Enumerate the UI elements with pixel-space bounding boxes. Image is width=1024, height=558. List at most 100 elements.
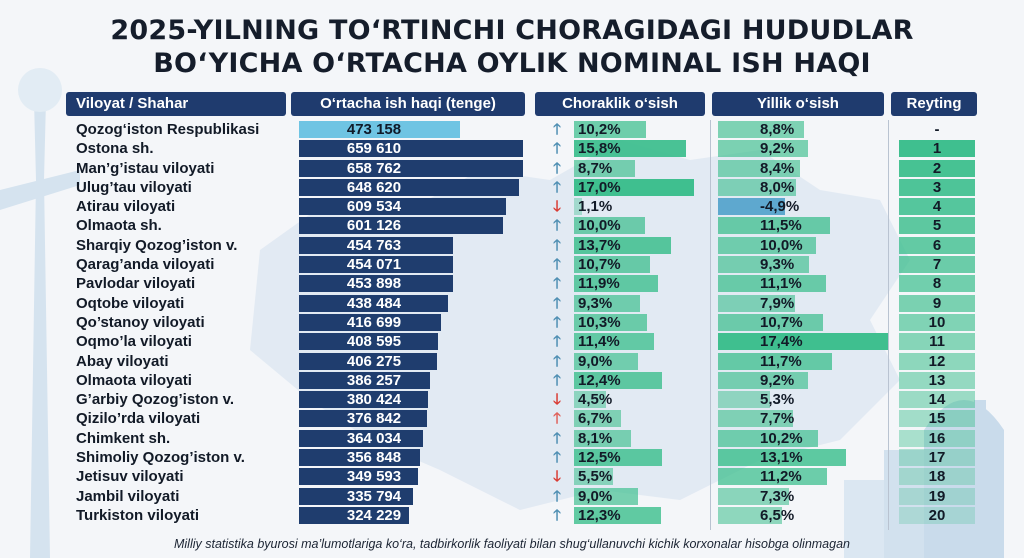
- quarterly-growth-bar: [574, 410, 622, 428]
- header-rank: Reyting: [891, 92, 977, 116]
- salary-bar: [299, 333, 438, 351]
- region-name: Sharqiy Qozog’iston v.: [76, 236, 238, 254]
- quarterly-growth-bar: [574, 429, 632, 447]
- arrow-up-icon: 🡑: [553, 256, 561, 274]
- rank-value: 18: [928, 468, 946, 486]
- quarterly-growth-value: 11,4%: [578, 333, 620, 351]
- rank-bar: [899, 506, 975, 524]
- table-row: Shimoliy Qozog’iston v. 356 848 🡑 12,5% 13,1…: [0, 448, 1024, 467]
- yearly-growth-value: 8,0%: [760, 178, 795, 196]
- table-row: Qizilo’rda viloyati 376 842 🡑 6,7% 7,7% 15: [0, 409, 1024, 428]
- salary-bar: [299, 371, 431, 389]
- table-row: Pavlodar viloyati 453 898 🡑 11,9% 11,1% 8: [0, 274, 1024, 293]
- table-row: Qozog‘iston Respublikasi 473 158 🡑 10,2% 8,8…: [0, 120, 1024, 139]
- quarterly-growth-bar: [574, 159, 636, 177]
- yearly-growth-bar: [718, 506, 782, 524]
- rank-bar: [899, 391, 975, 409]
- rank-bar: [899, 294, 975, 312]
- quarterly-growth-bar: [574, 487, 638, 505]
- salary-value: 376 842: [346, 410, 402, 428]
- yearly-growth-value: 8,8%: [760, 121, 795, 138]
- arrow-up-icon: 🡑: [553, 333, 561, 351]
- yearly-growth-value: 11,2%: [760, 468, 802, 486]
- yearly-growth-value: 10,2%: [760, 429, 803, 447]
- yearly-growth-value: 7,3%: [760, 487, 795, 505]
- quarterly-growth-bar: [574, 449, 663, 467]
- quarterly-growth-value: 11,9%: [578, 275, 620, 293]
- region-name: Jetisuv viloyati: [76, 468, 184, 486]
- yearly-growth-bar: [718, 487, 790, 505]
- yearly-growth-bar: [718, 256, 809, 274]
- column-divider: [888, 120, 889, 530]
- quarterly-growth-value: 13,7%: [578, 236, 621, 254]
- rank-value: 20: [928, 506, 946, 524]
- quarterly-growth-bar: [574, 391, 606, 409]
- quarterly-growth-value: 12,3%: [578, 506, 621, 524]
- quarterly-growth-bar: [574, 178, 694, 196]
- region-name: Chimkent sh.: [76, 429, 171, 447]
- rank-bar: [899, 178, 975, 196]
- rank-bar: [899, 236, 975, 254]
- rank-value: 13: [928, 371, 946, 389]
- salary-bar: [299, 429, 423, 447]
- header-yearly: Yillik o‘sish: [712, 92, 884, 116]
- rank-value: 6: [932, 236, 942, 254]
- table-row: Atirau viloyati 609 534 🡓 1,1% -4,9% 4: [0, 197, 1024, 216]
- region-name: Ostona sh.: [76, 140, 154, 158]
- salary-bar: [299, 410, 427, 428]
- rank-value: 16: [928, 429, 946, 447]
- yearly-growth-bar: [718, 352, 833, 370]
- arrow-down-icon: 🡓: [553, 198, 561, 216]
- table-row: Jambil viloyati 335 794 🡑 9,0% 7,3% 19: [0, 487, 1024, 506]
- salary-bar: [299, 178, 520, 196]
- salary-bar: [299, 121, 460, 138]
- footnote: Milliy statistika byurosi ma’lumotlariga…: [173, 537, 850, 551]
- rank-value: 19: [928, 487, 946, 505]
- table-row: Qarag’anda viloyati 454 071 🡑 10,7% 9,3% 7: [0, 255, 1024, 274]
- region-name: Atirau viloyati: [76, 198, 176, 216]
- quarterly-growth-bar: [574, 198, 582, 216]
- salary-bar: [299, 313, 441, 331]
- arrow-up-icon: 🡑: [553, 313, 561, 331]
- region-name: Man’g’istau viloyati: [76, 159, 215, 177]
- table-row: G’arbiy Qozog’iston v. 380 424 🡓 4,5% 5,3% 14: [0, 390, 1024, 409]
- yearly-growth-value: 17,4%: [760, 333, 803, 351]
- quarterly-growth-bar: [574, 313, 647, 331]
- region-name: Olmaota sh.: [76, 217, 162, 235]
- yearly-growth-value: 9,3%: [760, 256, 795, 274]
- rank-value: -: [934, 121, 940, 138]
- region-name: Qozog‘iston Respublikasi: [76, 121, 260, 138]
- salary-bar: [299, 256, 454, 274]
- quarterly-growth-bar: [574, 275, 658, 293]
- rank-value: 3: [932, 178, 942, 196]
- table-row: Jetisuv viloyati 349 593 🡓 5,5% 11,2% 18: [0, 467, 1024, 486]
- quarterly-growth-bar: [574, 371, 662, 389]
- title-line-2: BO‘YICHA O‘RTACHA OYLIK NOMINAL ISH HAQI: [153, 48, 871, 79]
- region-name: Ulug’tau viloyati: [76, 178, 192, 196]
- yearly-growth-bar: [718, 410, 794, 428]
- rank-bar: [899, 352, 975, 370]
- table-row: Sharqiy Qozog’iston v. 454 763 🡑 13,7% 10,0%…: [0, 236, 1024, 255]
- header-quarterly-label: Choraklik o‘sish: [562, 95, 678, 112]
- yearly-growth-bar: [718, 178, 797, 196]
- quarterly-growth-value: 8,1%: [578, 429, 613, 447]
- table-row: Qo’stanoy viloyati 416 699 🡑 10,3% 10,7% 10: [0, 313, 1024, 332]
- quarterly-growth-value: 17,0%: [578, 178, 621, 196]
- yearly-growth-value: 6,5%: [760, 506, 795, 524]
- header-rank-label: Reyting: [906, 95, 962, 112]
- quarterly-growth-value: 5,5%: [578, 468, 613, 486]
- rank-bar: [899, 159, 975, 177]
- quarterly-growth-value: 10,3%: [578, 313, 621, 331]
- salary-value: 324 229: [346, 506, 402, 524]
- quarterly-growth-value: 8,7%: [578, 159, 613, 177]
- yearly-growth-value: 11,5%: [760, 217, 802, 235]
- region-name: Qarag’anda viloyati: [76, 256, 215, 274]
- rank-value: 2: [932, 159, 942, 177]
- yearly-growth-bar: [718, 121, 804, 138]
- yearly-growth-bar: [718, 468, 828, 486]
- quarterly-growth-value: 15,8%: [578, 140, 621, 158]
- region-name: Oqmo’la viloyati: [76, 333, 192, 351]
- salary-bar: [299, 159, 523, 177]
- salary-value: 386 257: [346, 371, 402, 389]
- city-illustration: [844, 400, 1004, 558]
